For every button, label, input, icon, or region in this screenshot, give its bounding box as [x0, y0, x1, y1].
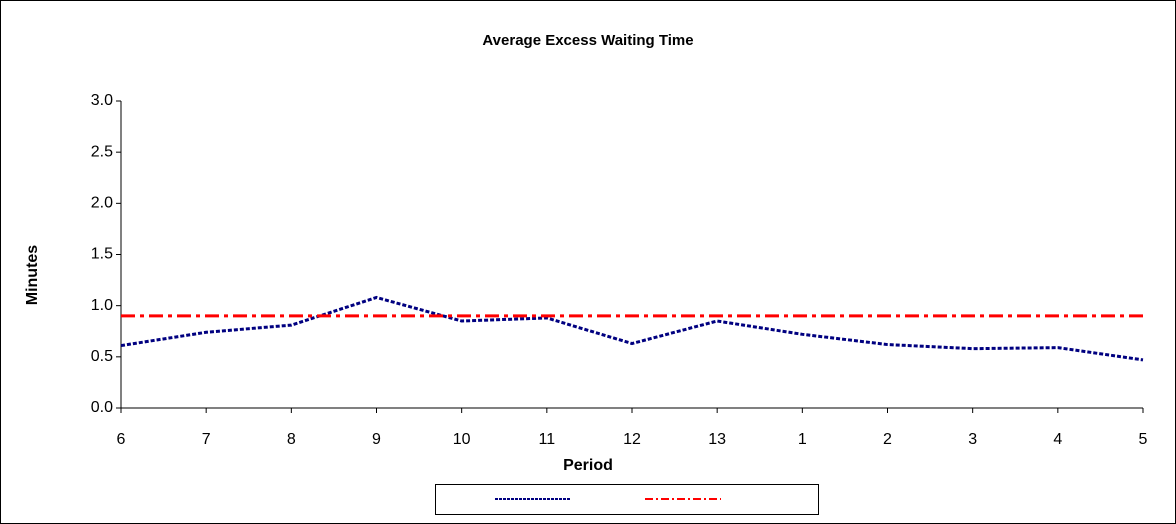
- y-tick-label: 2.5: [91, 143, 113, 160]
- y-tick-label: 0.5: [91, 348, 113, 365]
- x-tick-label: 10: [453, 431, 471, 448]
- chart-title: Average Excess Waiting Time: [482, 32, 693, 49]
- data-line: [120, 295, 1144, 362]
- x-tick-label: 12: [623, 431, 641, 448]
- x-tick-label: 13: [708, 431, 726, 448]
- y-tick-label: 2.0: [91, 195, 113, 212]
- x-tick-label: 3: [968, 431, 977, 448]
- x-tick-label: 7: [202, 431, 211, 448]
- x-tick-label: 9: [372, 431, 381, 448]
- y-tick-label: 3.0: [91, 92, 113, 109]
- x-tick-label: 6: [117, 431, 126, 448]
- x-tick-label: 5: [1139, 431, 1148, 448]
- x-tick-label: 1: [798, 431, 807, 448]
- x-axis-label: Period: [563, 457, 613, 474]
- y-tick-label: 1.5: [91, 246, 113, 263]
- x-tick-label: 11: [539, 431, 556, 448]
- y-axis-label: Minutes: [24, 245, 41, 306]
- y-tick-label: 0.0: [91, 399, 113, 416]
- y-tick-label: 1.0: [91, 297, 113, 314]
- x-tick-label: 4: [1053, 431, 1062, 448]
- x-tick-label: 2: [883, 431, 892, 448]
- x-tick-label: 8: [287, 431, 296, 448]
- legend: [435, 484, 819, 515]
